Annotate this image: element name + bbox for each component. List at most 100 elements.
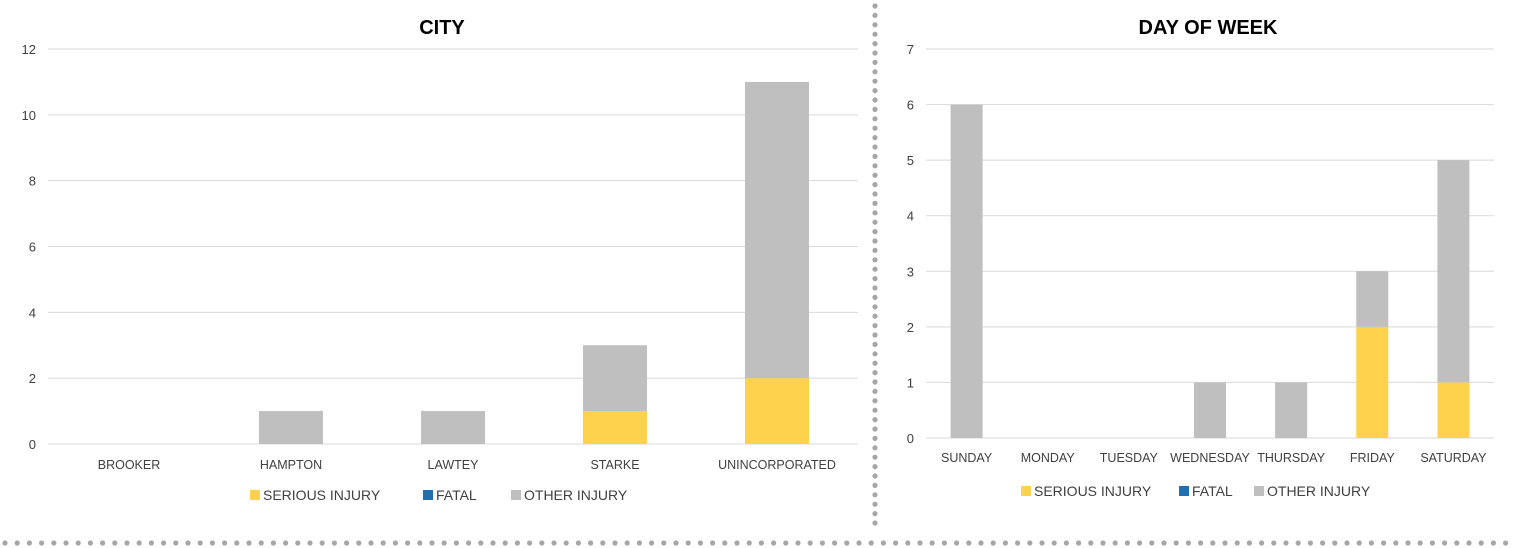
vertical-divider-dot: [872, 492, 878, 498]
vertical-divider-dot: [872, 12, 878, 18]
vertical-divider-dot: [872, 464, 878, 470]
horizontal-divider-dot: [734, 540, 740, 546]
horizontal-divider-dot: [1332, 540, 1338, 546]
city-chart: CITY 0 2 4 6 8 10 12 BROOKER HAMPTON LAWTEY STARKE U…: [22, 17, 858, 503]
horizontal-divider-dot: [161, 540, 167, 546]
vertical-divider-dot: [872, 341, 878, 347]
horizontal-divider-dot: [722, 540, 728, 546]
horizontal-divider-dot: [1490, 540, 1496, 546]
horizontal-divider-dot: [783, 540, 789, 546]
city-bar-unincorporated-serious-injury: [745, 378, 809, 444]
city-bar-lawtey-other-injury: [421, 411, 485, 444]
vertical-divider-dot: [872, 454, 878, 460]
vertical-divider-dot: [872, 323, 878, 329]
horizontal-divider-dot: [807, 540, 813, 546]
dow-y-tick-label: 6: [907, 98, 914, 113]
horizontal-divider-dot: [1454, 540, 1460, 546]
city-bar-starke-serious-injury: [583, 411, 647, 444]
dow-bar-thursday-other-injury: [1275, 382, 1308, 438]
vertical-divider-dot: [872, 78, 878, 84]
vertical-divider-dot: [872, 163, 878, 169]
horizontal-divider-dot: [1002, 540, 1009, 546]
dow-bar-saturday-other-injury: [1437, 160, 1470, 383]
city-legend-swatch-other-injury: [511, 490, 521, 500]
horizontal-divider-dot: [917, 540, 923, 546]
vertical-divider-dot: [872, 388, 878, 394]
city-bar-hampton-other-injury: [259, 411, 323, 444]
horizontal-divider-dot: [649, 540, 655, 546]
horizontal-divider-dot: [502, 540, 508, 546]
horizontal-divider-dot: [1307, 540, 1313, 546]
horizontal-divider-dot: [1076, 540, 1082, 546]
dow-category-label: TUESDAY: [1100, 451, 1159, 465]
horizontal-divider-dot: [1185, 540, 1191, 546]
horizontal-divider-dot: [588, 540, 594, 546]
vertical-divider-dot: [872, 351, 878, 357]
horizontal-divider-dot: [405, 540, 411, 546]
horizontal-divider-dot: [551, 540, 557, 546]
vertical-divider-dot: [872, 125, 878, 131]
horizontal-divider-dot: [26, 540, 32, 546]
vertical-divider-dot: [872, 219, 878, 225]
horizontal-divider-dot: [380, 540, 386, 546]
vertical-divider-dot: [872, 97, 878, 103]
horizontal-divider-dot: [453, 540, 459, 546]
horizontal-divider-dot: [258, 540, 264, 546]
horizontal-divider-dot: [832, 540, 838, 546]
horizontal-divider-dot: [51, 540, 57, 546]
horizontal-divider-dot: [868, 540, 874, 546]
horizontal-divider-dot: [746, 540, 752, 546]
dow-y-tick-label: 7: [907, 42, 914, 57]
dow-category-label: MONDAY: [1021, 451, 1076, 465]
horizontal-divider-dot: [527, 540, 533, 546]
vertical-divider-dot: [872, 116, 878, 122]
horizontal-divider-dot: [1112, 540, 1118, 546]
city-bar-starke-other-injury: [583, 345, 647, 412]
horizontal-divider-dot: [63, 540, 69, 546]
vertical-divider-dot: [872, 294, 878, 300]
dow-y-tick-label: 0: [907, 431, 914, 446]
horizontal-divider-dot: [661, 540, 667, 546]
horizontal-divider-dot: [685, 540, 691, 546]
dow-legend-label-fatal: FATAL: [1192, 483, 1233, 499]
horizontal-divider-dot: [1259, 540, 1265, 546]
horizontal-divider-dot: [87, 540, 93, 546]
horizontal-divider-dot: [771, 540, 777, 546]
horizontal-divider-dot: [2, 540, 8, 546]
dow-legend-swatch-other-injury: [1254, 486, 1264, 496]
horizontal-divider-dot: [185, 540, 191, 546]
vertical-divider-dot: [872, 22, 878, 28]
horizontal-divider-dot: [1393, 540, 1399, 546]
vertical-divider-dot: [872, 313, 878, 319]
city-category-label: LAWTEY: [428, 458, 480, 472]
horizontal-divider-dot: [441, 540, 447, 546]
city-legend-swatch-fatal: [423, 490, 433, 500]
horizontal-divider-dot: [1161, 540, 1167, 546]
horizontal-divider-dot: [209, 540, 215, 546]
horizontal-divider-dot: [1417, 540, 1423, 546]
horizontal-divider-dot: [844, 540, 850, 546]
horizontal-divider-dot: [356, 540, 362, 546]
city-legend-swatch-serious-injury: [250, 490, 260, 500]
horizontal-divider-dot: [1222, 540, 1228, 546]
city-legend-label-fatal: FATAL: [436, 487, 477, 503]
vertical-divider-dot: [872, 257, 878, 263]
horizontal-divider-dot: [344, 540, 350, 546]
horizontal-divider-dot: [954, 540, 960, 546]
horizontal-divider-dot: [100, 540, 106, 546]
horizontal-divider-dot: [978, 540, 984, 546]
vertical-divider-dot: [872, 520, 878, 526]
horizontal-divider-dot: [710, 540, 716, 546]
dow-legend-label-serious-injury: SERIOUS INJURY: [1034, 483, 1152, 499]
horizontal-divider-dot: [222, 540, 228, 546]
vertical-divider-dot: [872, 69, 878, 75]
horizontal-divider-dot: [1039, 540, 1045, 546]
horizontal-divider-dot: [478, 540, 484, 546]
horizontal-divider-dot: [929, 540, 935, 546]
vertical-divider-dot: [872, 482, 878, 488]
vertical-divider-dot: [872, 247, 878, 253]
city-legend-label-serious-injury: SERIOUS INJURY: [263, 487, 381, 503]
horizontal-divider-dot: [563, 540, 569, 546]
vertical-divider-dot: [872, 59, 878, 65]
horizontal-divider-dot: [112, 540, 118, 546]
